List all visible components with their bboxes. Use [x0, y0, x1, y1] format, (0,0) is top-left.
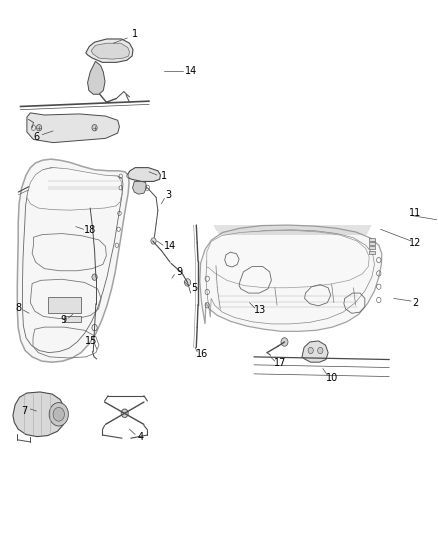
- Polygon shape: [91, 43, 130, 59]
- Bar: [64, 316, 81, 322]
- Polygon shape: [133, 181, 147, 194]
- Text: 13: 13: [254, 305, 267, 315]
- Bar: [369, 242, 375, 245]
- Text: 17: 17: [274, 358, 286, 368]
- Text: 11: 11: [410, 208, 422, 219]
- Text: 9: 9: [60, 314, 67, 325]
- Circle shape: [184, 279, 191, 286]
- Text: 16: 16: [196, 349, 208, 359]
- Circle shape: [36, 125, 42, 131]
- Text: 7: 7: [21, 406, 28, 416]
- Text: 5: 5: [191, 283, 197, 293]
- Text: 12: 12: [409, 238, 422, 247]
- Circle shape: [53, 407, 64, 421]
- Circle shape: [121, 409, 128, 417]
- Text: 18: 18: [84, 225, 96, 236]
- Polygon shape: [88, 61, 105, 94]
- Text: 1: 1: [161, 171, 167, 181]
- Polygon shape: [86, 39, 133, 62]
- Circle shape: [49, 402, 68, 426]
- Text: 10: 10: [326, 373, 339, 383]
- Bar: [369, 238, 375, 241]
- Text: 14: 14: [184, 66, 197, 76]
- Text: 8: 8: [15, 303, 21, 313]
- Polygon shape: [17, 159, 129, 362]
- Polygon shape: [200, 225, 382, 332]
- Polygon shape: [127, 167, 160, 181]
- Text: 6: 6: [33, 132, 39, 142]
- Text: 3: 3: [165, 190, 171, 200]
- Bar: [369, 251, 375, 254]
- Polygon shape: [27, 167, 122, 210]
- Polygon shape: [207, 230, 369, 288]
- Circle shape: [92, 274, 97, 280]
- Polygon shape: [13, 392, 65, 437]
- Text: 2: 2: [412, 297, 419, 308]
- Circle shape: [308, 348, 313, 354]
- Bar: [48, 297, 81, 313]
- Text: 14: 14: [164, 241, 176, 251]
- Circle shape: [281, 338, 288, 346]
- Polygon shape: [27, 113, 120, 143]
- Text: 4: 4: [138, 432, 144, 442]
- Circle shape: [92, 125, 97, 131]
- Bar: [369, 246, 375, 249]
- Circle shape: [151, 238, 156, 244]
- Text: 15: 15: [85, 336, 98, 346]
- Text: 1: 1: [132, 29, 138, 39]
- Text: 9: 9: [177, 267, 183, 277]
- Circle shape: [318, 348, 323, 354]
- Polygon shape: [302, 341, 328, 362]
